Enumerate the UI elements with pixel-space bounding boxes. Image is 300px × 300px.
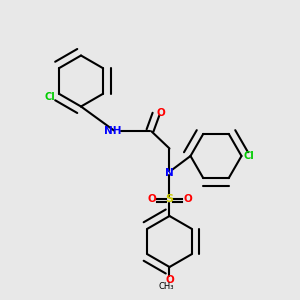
Text: S: S	[166, 194, 173, 205]
Text: CH₃: CH₃	[159, 282, 174, 291]
Text: Cl: Cl	[244, 151, 254, 161]
Text: N: N	[165, 167, 174, 178]
Text: NH: NH	[104, 125, 121, 136]
Text: O: O	[183, 194, 192, 205]
Text: Cl: Cl	[44, 92, 55, 102]
Text: O: O	[165, 274, 174, 285]
Text: O: O	[147, 194, 156, 205]
Text: O: O	[156, 107, 165, 118]
